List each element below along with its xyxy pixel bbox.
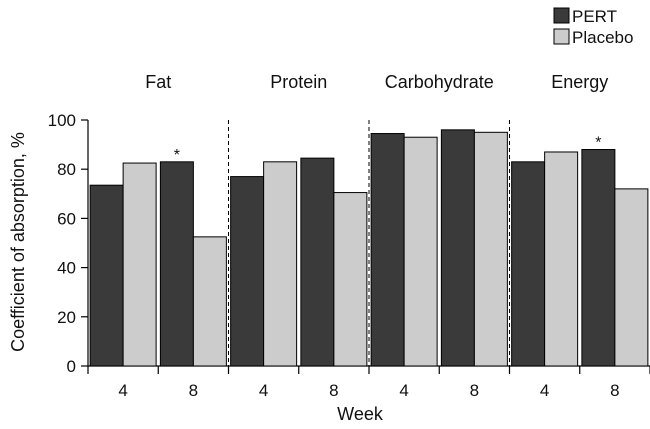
y-tick-label: 20	[57, 308, 76, 327]
x-tick-label: 4	[118, 381, 127, 400]
y-axis-label: Coefficient of absorption, %	[8, 132, 28, 352]
x-tick-label: 8	[329, 381, 338, 400]
x-tick-label: 8	[610, 381, 619, 400]
bar-placebo	[544, 151, 579, 367]
bar-placebo	[614, 188, 649, 367]
bar-placebo	[122, 162, 157, 367]
x-tick-label: 8	[189, 381, 198, 400]
legend-swatch-placebo	[553, 28, 570, 45]
y-tick-label: 40	[57, 259, 76, 278]
x-axis-label: Week	[337, 404, 384, 424]
x-tick-label: 4	[259, 381, 268, 400]
legend: PERT Placebo	[553, 7, 633, 47]
bar-placebo	[473, 131, 508, 367]
bar-placebo	[403, 136, 438, 367]
bar-pert	[159, 161, 194, 367]
significance-marker: *	[174, 147, 180, 164]
group-label: Energy	[551, 72, 608, 92]
legend-label-pert: PERT	[572, 7, 617, 26]
group-label: Protein	[270, 72, 327, 92]
legend-label-placebo: Placebo	[572, 28, 633, 47]
bar-placebo	[192, 236, 227, 367]
bar-pert	[440, 129, 475, 367]
y-tick-label: 60	[57, 209, 76, 228]
bar-pert	[89, 184, 124, 367]
group-label: Fat	[145, 72, 171, 92]
y-tick-label: 0	[67, 357, 76, 376]
x-tick-label: 8	[470, 381, 479, 400]
bar-pert	[581, 149, 616, 367]
bar-placebo	[333, 192, 368, 367]
plot-area: 0 20 40 60 80 100 4 8 4 8 4 8 4 8 Fat Protein Carbohydra…	[48, 72, 650, 400]
y-tick-label: 100	[48, 111, 76, 130]
bar-pert	[511, 161, 546, 367]
bar-pert	[370, 133, 405, 367]
x-tick-label: 4	[399, 381, 408, 400]
legend-swatch-pert	[553, 7, 570, 24]
x-tick-label: 4	[540, 381, 549, 400]
bar-placebo	[263, 161, 298, 367]
significance-marker: *	[595, 135, 601, 152]
group-label: Carbohydrate	[385, 72, 494, 92]
bar-pert	[230, 176, 265, 367]
bar-pert	[300, 157, 335, 367]
y-tick-label: 80	[57, 160, 76, 179]
